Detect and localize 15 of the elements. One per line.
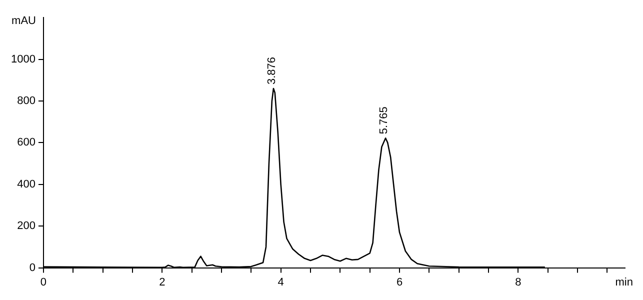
x-tick-label: 8 (515, 276, 522, 288)
y-tick-label: 600 (17, 136, 36, 149)
x-tick-label: 2 (159, 276, 166, 288)
annotation: 5.765 (378, 106, 390, 134)
x-tick-label: 6 (396, 276, 403, 288)
x-tick-label: 4 (278, 276, 284, 288)
annotation: 3.876 (266, 56, 278, 84)
y-tick-label: 1000 (10, 53, 36, 66)
x-tick-label: 0 (40, 276, 47, 288)
y-axis-title: mAU (12, 15, 36, 28)
y-tick-label: 0 (29, 262, 36, 274)
y-tick-label: 400 (17, 178, 36, 190)
y-tick-label: 800 (17, 95, 36, 108)
y-tick-label: 200 (17, 220, 36, 232)
x-axis-title: min (615, 276, 633, 288)
